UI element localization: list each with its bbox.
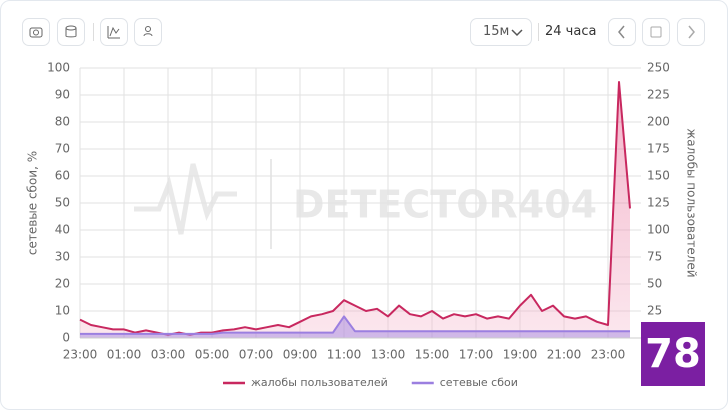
y2-tick-label: 250 [647, 61, 670, 75]
y2-tick-label: 125 [647, 196, 670, 210]
data-button[interactable] [57, 18, 85, 46]
y-tick-label: 100 [47, 61, 70, 75]
x-tick-label: 19:00 [503, 348, 538, 362]
y2-axis-label: жалобы пользователей [685, 128, 699, 277]
y-tick-label: 80 [55, 115, 70, 129]
y2-tick-label: 25 [647, 304, 662, 318]
user-button[interactable] [134, 18, 162, 46]
watermark-text: DETECTOR404 [293, 183, 597, 227]
x-tick-label: 11:00 [327, 348, 362, 362]
x-tick-label: 07:00 [239, 348, 274, 362]
y2-tick-label: 100 [647, 223, 670, 237]
watermark: DETECTOR404 [134, 159, 597, 249]
y-tick-label: 0 [62, 331, 70, 345]
y-tick-label: 90 [55, 88, 70, 102]
x-tick-label: 17:00 [459, 348, 494, 362]
x-tick-label: 01:00 [107, 348, 142, 362]
series-area [80, 316, 630, 338]
y-tick-label: 10 [55, 304, 70, 318]
legend-label: сетевые сбои [440, 376, 518, 389]
camera-button[interactable] [22, 18, 50, 46]
y2-tick-label: 200 [647, 115, 670, 129]
logo-badge: 78 [641, 322, 705, 386]
x-tick-label: 15:00 [415, 348, 450, 362]
y-tick-label: 30 [55, 250, 70, 264]
range-label: 24 часа [545, 24, 597, 39]
y-axis-label: сетевые сбои, % [26, 151, 40, 255]
legend-label: жалобы пользователей [251, 376, 388, 389]
x-tick-label: 23:00 [63, 348, 98, 362]
chart-button[interactable] [100, 18, 128, 46]
series-line [79, 81, 631, 336]
y-tick-label: 40 [55, 223, 70, 237]
y2-tick-label: 175 [647, 142, 670, 156]
y-tick-label: 60 [55, 169, 70, 183]
x-tick-label: 21:00 [547, 348, 582, 362]
next-button[interactable] [677, 18, 705, 46]
y-tick-label: 50 [55, 196, 70, 210]
calendar-button[interactable] [642, 18, 670, 46]
x-tick-label: 05:00 [195, 348, 230, 362]
y2-tick-label: 150 [647, 169, 670, 183]
x-tick-label: 03:00 [151, 348, 186, 362]
y2-tick-label: 75 [647, 250, 662, 264]
y-tick-label: 70 [55, 142, 70, 156]
series-area [80, 82, 630, 338]
series-line [80, 315, 630, 335]
interval-select[interactable]: 15м [470, 18, 532, 46]
prev-button[interactable] [608, 18, 636, 46]
y2-tick-label: 225 [647, 88, 670, 102]
y-tick-label: 20 [55, 277, 70, 291]
interval-label: 15м [483, 24, 510, 39]
x-tick-label: 09:00 [283, 348, 318, 362]
divider [538, 23, 539, 41]
x-tick-label: 13:00 [371, 348, 406, 362]
x-tick-label: 23:00 [591, 348, 626, 362]
divider [93, 23, 94, 41]
y2-tick-label: 50 [647, 277, 662, 291]
